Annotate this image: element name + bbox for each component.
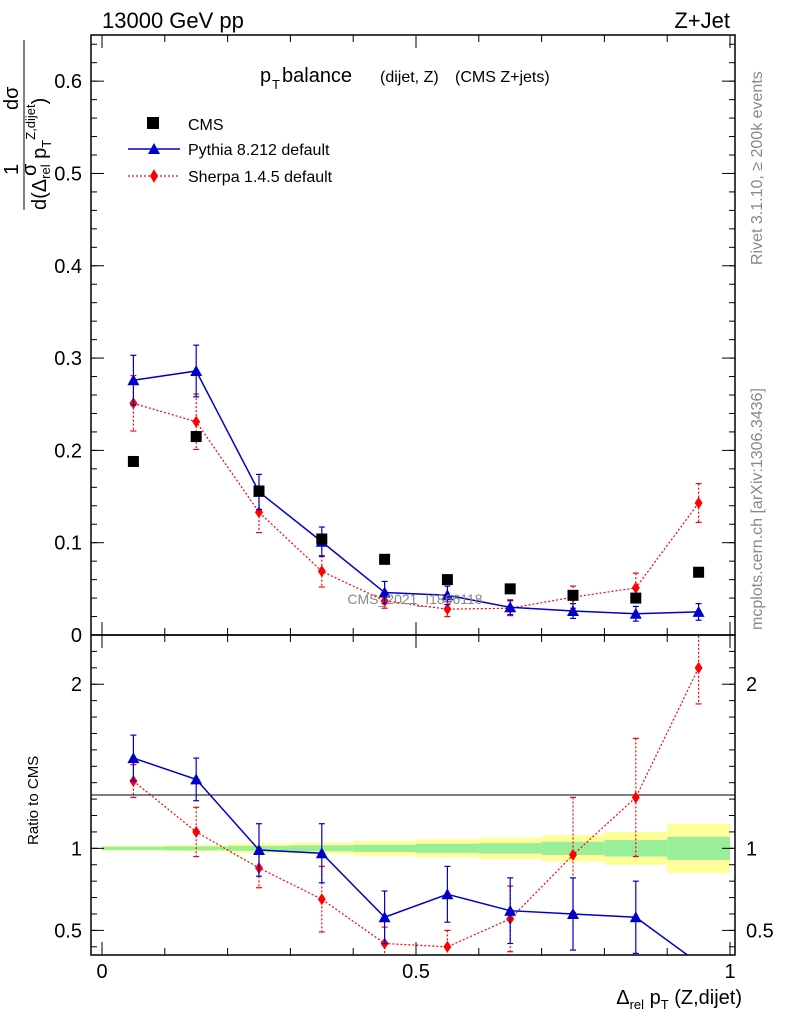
ratio-band-inner [541,841,605,855]
legend-cms-label: CMS [188,117,224,134]
header-right: Z+Jet [674,8,730,33]
cms-point [504,583,516,595]
cms-point [127,455,139,467]
title-tail: (CMS Z+jets) [455,69,550,86]
ratio-sherpa-point [443,940,452,953]
pythia-point [629,607,642,619]
legend-sherpa-label: Sherpa 1.4.5 default [188,169,333,186]
ratio-ytick-label-right: 0.5 [746,920,774,942]
ratio-sherpa-point [317,893,326,906]
main-ytick-label: 0.2 [54,440,82,462]
cms-point [630,592,642,604]
ratio-band-inner [102,846,165,850]
header-left: 13000 GeV pp [102,8,244,33]
ratio-sherpa-point [631,791,640,804]
ratio-pythia-point [504,904,517,916]
pythia-point [190,365,203,376]
sherpa-point [317,565,326,578]
ratio-band-inner [416,843,479,853]
ratio-pythia-point [190,773,203,785]
xaxis-label: Δrel pT (Z,dijet) [616,987,742,1012]
ratio-yaxis: 0.5 0.5 1 1 2 2 [54,650,774,948]
ratio-ytick-label: 1 [71,838,82,860]
ratio-ylabel: Ratio to CMS [25,756,42,845]
plot-title: p T balance (dijet, Z) (CMS Z+jets) [260,65,550,92]
pythia-point [567,605,579,616]
main-ytick-label: 0.5 [54,163,82,185]
cms-point [567,589,579,601]
sherpa-line [133,402,700,610]
main-ylabel: 1 σ dσ d(Δrel pTZ,dijet) [1,40,54,210]
watermark: CMS_2021_I1866118 [347,591,482,607]
ylabel-denominator: d(Δrel pTZ,dijet) [23,98,54,210]
main-marks [127,344,705,622]
legend-sherpa-marker [150,169,158,183]
ratio-pythia-line [133,757,689,955]
ratio-ytick-label: 2 [71,674,82,696]
ylabel-dsigma: dσ [1,86,23,110]
cms-point [441,574,453,586]
rivet-label: Rivet 3.1.10, ≥ 200k events [749,71,766,265]
sherpa-point [192,415,201,428]
pythia-point [504,601,517,613]
ratio-frame [90,634,736,956]
main-panel: 0 0.1 0.2 0.3 0.4 0.5 0.6 [54,34,736,647]
sherpa-point [694,497,703,509]
title-small: (dijet, Z) [380,69,439,86]
ratio-xtick-label: 1 [724,961,735,983]
main-ytick-label: 0 [71,625,82,647]
ratio-pythia-point [441,888,454,900]
cms-point [253,485,265,497]
ratio-pythia-point [127,752,140,764]
title-p: p [260,65,271,87]
ratio-sherpa-point [192,825,201,838]
ratio-pythia-point [693,957,705,968]
title-p-sub: T [272,77,280,92]
ratio-pythia-point [629,911,642,923]
ratio-band-inner [667,836,730,860]
pythia-point [441,589,454,601]
sherpa-point [443,603,452,616]
ratio-xtick-label: 0 [96,961,107,983]
ratio-pythia-point [315,847,328,859]
main-ytick-label: 0.3 [54,348,82,370]
ratio-pythia-point [567,907,579,919]
ratio-sherpa-point [569,848,577,861]
ratio-xaxis: 0 0.5 1 [96,635,736,983]
mcplots-label: mcplots.cern.ch [arXiv:1306.3436] [749,388,766,630]
ratio-ytick-label-right: 1 [746,838,757,860]
title-balance: balance [282,65,352,87]
cms-point [190,431,202,443]
pythia-line [133,370,699,615]
ratio-panel: 0.5 0.51 12 2 0 0.5 1 [54,634,774,983]
ratio-band-inner [478,843,542,854]
sherpa-point [631,581,640,594]
cms-point [316,533,328,545]
main-ytick-label: 0.6 [54,71,82,93]
pythia-point [692,605,705,617]
ratio-pythia-point [253,843,265,855]
legend-pythia-label: Pythia 8.212 default [188,142,330,159]
ratio-sherpa-line [133,667,700,948]
legend: CMS Pythia 8.212 default Sherpa 1.4.5 de… [128,117,333,186]
ratio-marks [127,635,705,968]
cms-point [379,553,391,565]
pythia-point [378,586,391,598]
ratio-band-inner [353,844,416,852]
ratio-pythia-point [378,911,391,923]
ratio-xtick-label: 0.5 [402,961,430,983]
legend-cms-marker [147,117,159,129]
cms-point [693,566,705,578]
main-yaxis: 0 0.1 0.2 0.3 0.4 0.5 0.6 [54,35,735,647]
ratio-sherpa-point [694,661,703,674]
legend-pythia-marker [148,143,160,154]
ratio-ytick-label: 0.5 [54,920,82,942]
main-ytick-label: 0.1 [54,533,82,555]
ylabel-frac-1: 1 [1,164,23,175]
main-ytick-label: 0.4 [54,256,82,278]
pythia-point [127,374,140,386]
ratio-ytick-label-right: 2 [746,674,757,696]
